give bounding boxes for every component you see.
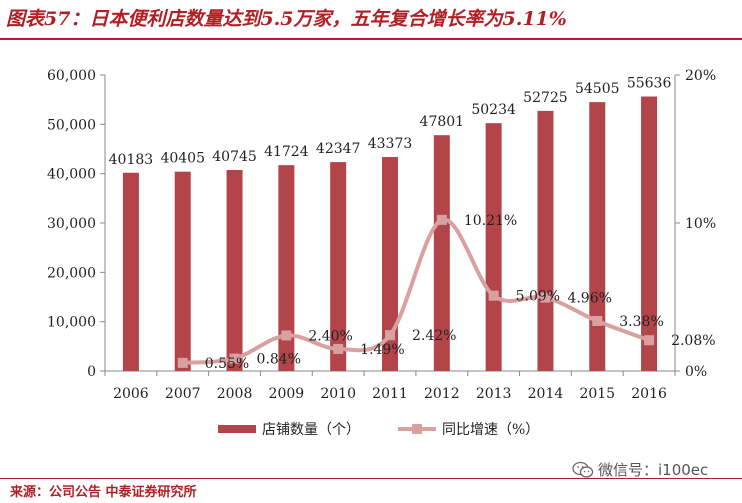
bar-value-label: 55636 bbox=[627, 76, 672, 92]
bar bbox=[278, 165, 295, 371]
line-series bbox=[177, 214, 655, 368]
bar-value-label: 40183 bbox=[109, 152, 154, 168]
bar-value-label: 42347 bbox=[316, 141, 361, 157]
line-value-label: 3.38% bbox=[619, 314, 663, 330]
y-right-tick-label: 10% bbox=[685, 216, 716, 232]
y-right-tick-label: 0% bbox=[685, 364, 707, 380]
line-value-label: 5.09% bbox=[516, 289, 560, 305]
watermark-text: 微信号：i100ec bbox=[598, 461, 709, 479]
bar-value-label: 50234 bbox=[471, 102, 516, 118]
source-note: 来源：公司公告 中泰证券研究所 bbox=[10, 485, 197, 500]
bar-value-label: 54505 bbox=[575, 81, 620, 97]
bar-value-label: 52725 bbox=[523, 90, 568, 106]
x-tick-label: 2012 bbox=[424, 386, 460, 402]
y-left-tick-label: 10,000 bbox=[47, 315, 96, 331]
line-point bbox=[488, 290, 499, 301]
line-value-label: 4.96% bbox=[567, 291, 611, 307]
legend-label-line: 同比增速（%） bbox=[442, 422, 539, 438]
line-value-label: 0.55% bbox=[205, 356, 249, 372]
y-left-tick-label: 40,000 bbox=[47, 167, 96, 183]
y-left-tick-label: 0 bbox=[87, 364, 96, 380]
x-tick-label: 2014 bbox=[528, 386, 564, 402]
x-tick-label: 2011 bbox=[372, 386, 408, 402]
bar-value-label: 40405 bbox=[160, 151, 205, 167]
y-left-tick-label: 20,000 bbox=[47, 265, 96, 281]
y-left-tick-label: 60,000 bbox=[47, 68, 96, 84]
bar-series bbox=[122, 96, 658, 372]
bar bbox=[641, 96, 658, 372]
bar-value-label: 40745 bbox=[212, 149, 257, 165]
bar bbox=[485, 123, 502, 372]
wechat-icon bbox=[572, 461, 594, 478]
x-tick-label: 2006 bbox=[113, 386, 149, 402]
bar bbox=[330, 162, 347, 371]
line-point bbox=[385, 330, 395, 341]
line-value-label: 10.21% bbox=[464, 213, 517, 229]
x-tick-label: 2009 bbox=[269, 386, 305, 402]
line-value-label: 2.08% bbox=[671, 333, 715, 349]
growth-line bbox=[182, 217, 650, 365]
line-point bbox=[177, 357, 188, 368]
bar bbox=[382, 157, 398, 371]
data-labels: 40183 40405 40745 41724 42347 43373 47801 50234… bbox=[109, 76, 716, 372]
line-point bbox=[281, 330, 292, 341]
bar-value-label: 41724 bbox=[264, 144, 309, 160]
line-point bbox=[333, 343, 344, 354]
line-point bbox=[644, 335, 655, 346]
legend-swatch-bars bbox=[218, 425, 256, 433]
bar bbox=[537, 110, 554, 371]
line-point bbox=[229, 353, 240, 364]
axes: 0 10,000 20,000 30,000 40,000 50,000 60,000 0% 1… bbox=[47, 68, 716, 402]
bar-value-label: 47801 bbox=[420, 114, 465, 130]
x-tick-label: 2015 bbox=[579, 386, 615, 402]
bar bbox=[226, 169, 243, 371]
title-divider bbox=[0, 38, 742, 40]
bar-value-label: 43373 bbox=[368, 136, 413, 152]
bar bbox=[122, 172, 139, 371]
y-right-tick-label: 20% bbox=[685, 68, 716, 84]
line-value-label: 0.84% bbox=[257, 352, 301, 368]
line-value-label: 2.40% bbox=[308, 328, 352, 344]
line-value-label: 2.42% bbox=[412, 328, 456, 344]
y-left-tick-label: 30,000 bbox=[47, 216, 96, 232]
x-tick-label: 2007 bbox=[165, 386, 201, 402]
line-point bbox=[436, 214, 447, 225]
bar bbox=[589, 102, 606, 371]
line-point bbox=[540, 292, 551, 303]
x-tick-label: 2016 bbox=[631, 386, 667, 402]
x-tick-label: 2008 bbox=[217, 386, 253, 402]
x-tick-label: 2013 bbox=[476, 386, 512, 402]
y-left-tick-label: 50,000 bbox=[47, 117, 96, 133]
watermark: 微信号：i100ec bbox=[572, 459, 708, 480]
footer-divider bbox=[0, 478, 742, 479]
bar bbox=[433, 135, 450, 371]
x-tick-label: 2010 bbox=[320, 386, 356, 402]
chart-title: 图表57：日本便利店数量达到5.5万家，五年复合增长率为5.11% bbox=[6, 8, 567, 30]
bar bbox=[174, 171, 191, 371]
line-point bbox=[592, 315, 603, 326]
legend: 店铺数量（个） 同比增速（%） bbox=[218, 422, 539, 438]
legend-marker-line bbox=[412, 424, 422, 434]
legend-label-bars: 店铺数量（个） bbox=[262, 422, 360, 438]
line-value-label: 1.49% bbox=[360, 342, 404, 358]
